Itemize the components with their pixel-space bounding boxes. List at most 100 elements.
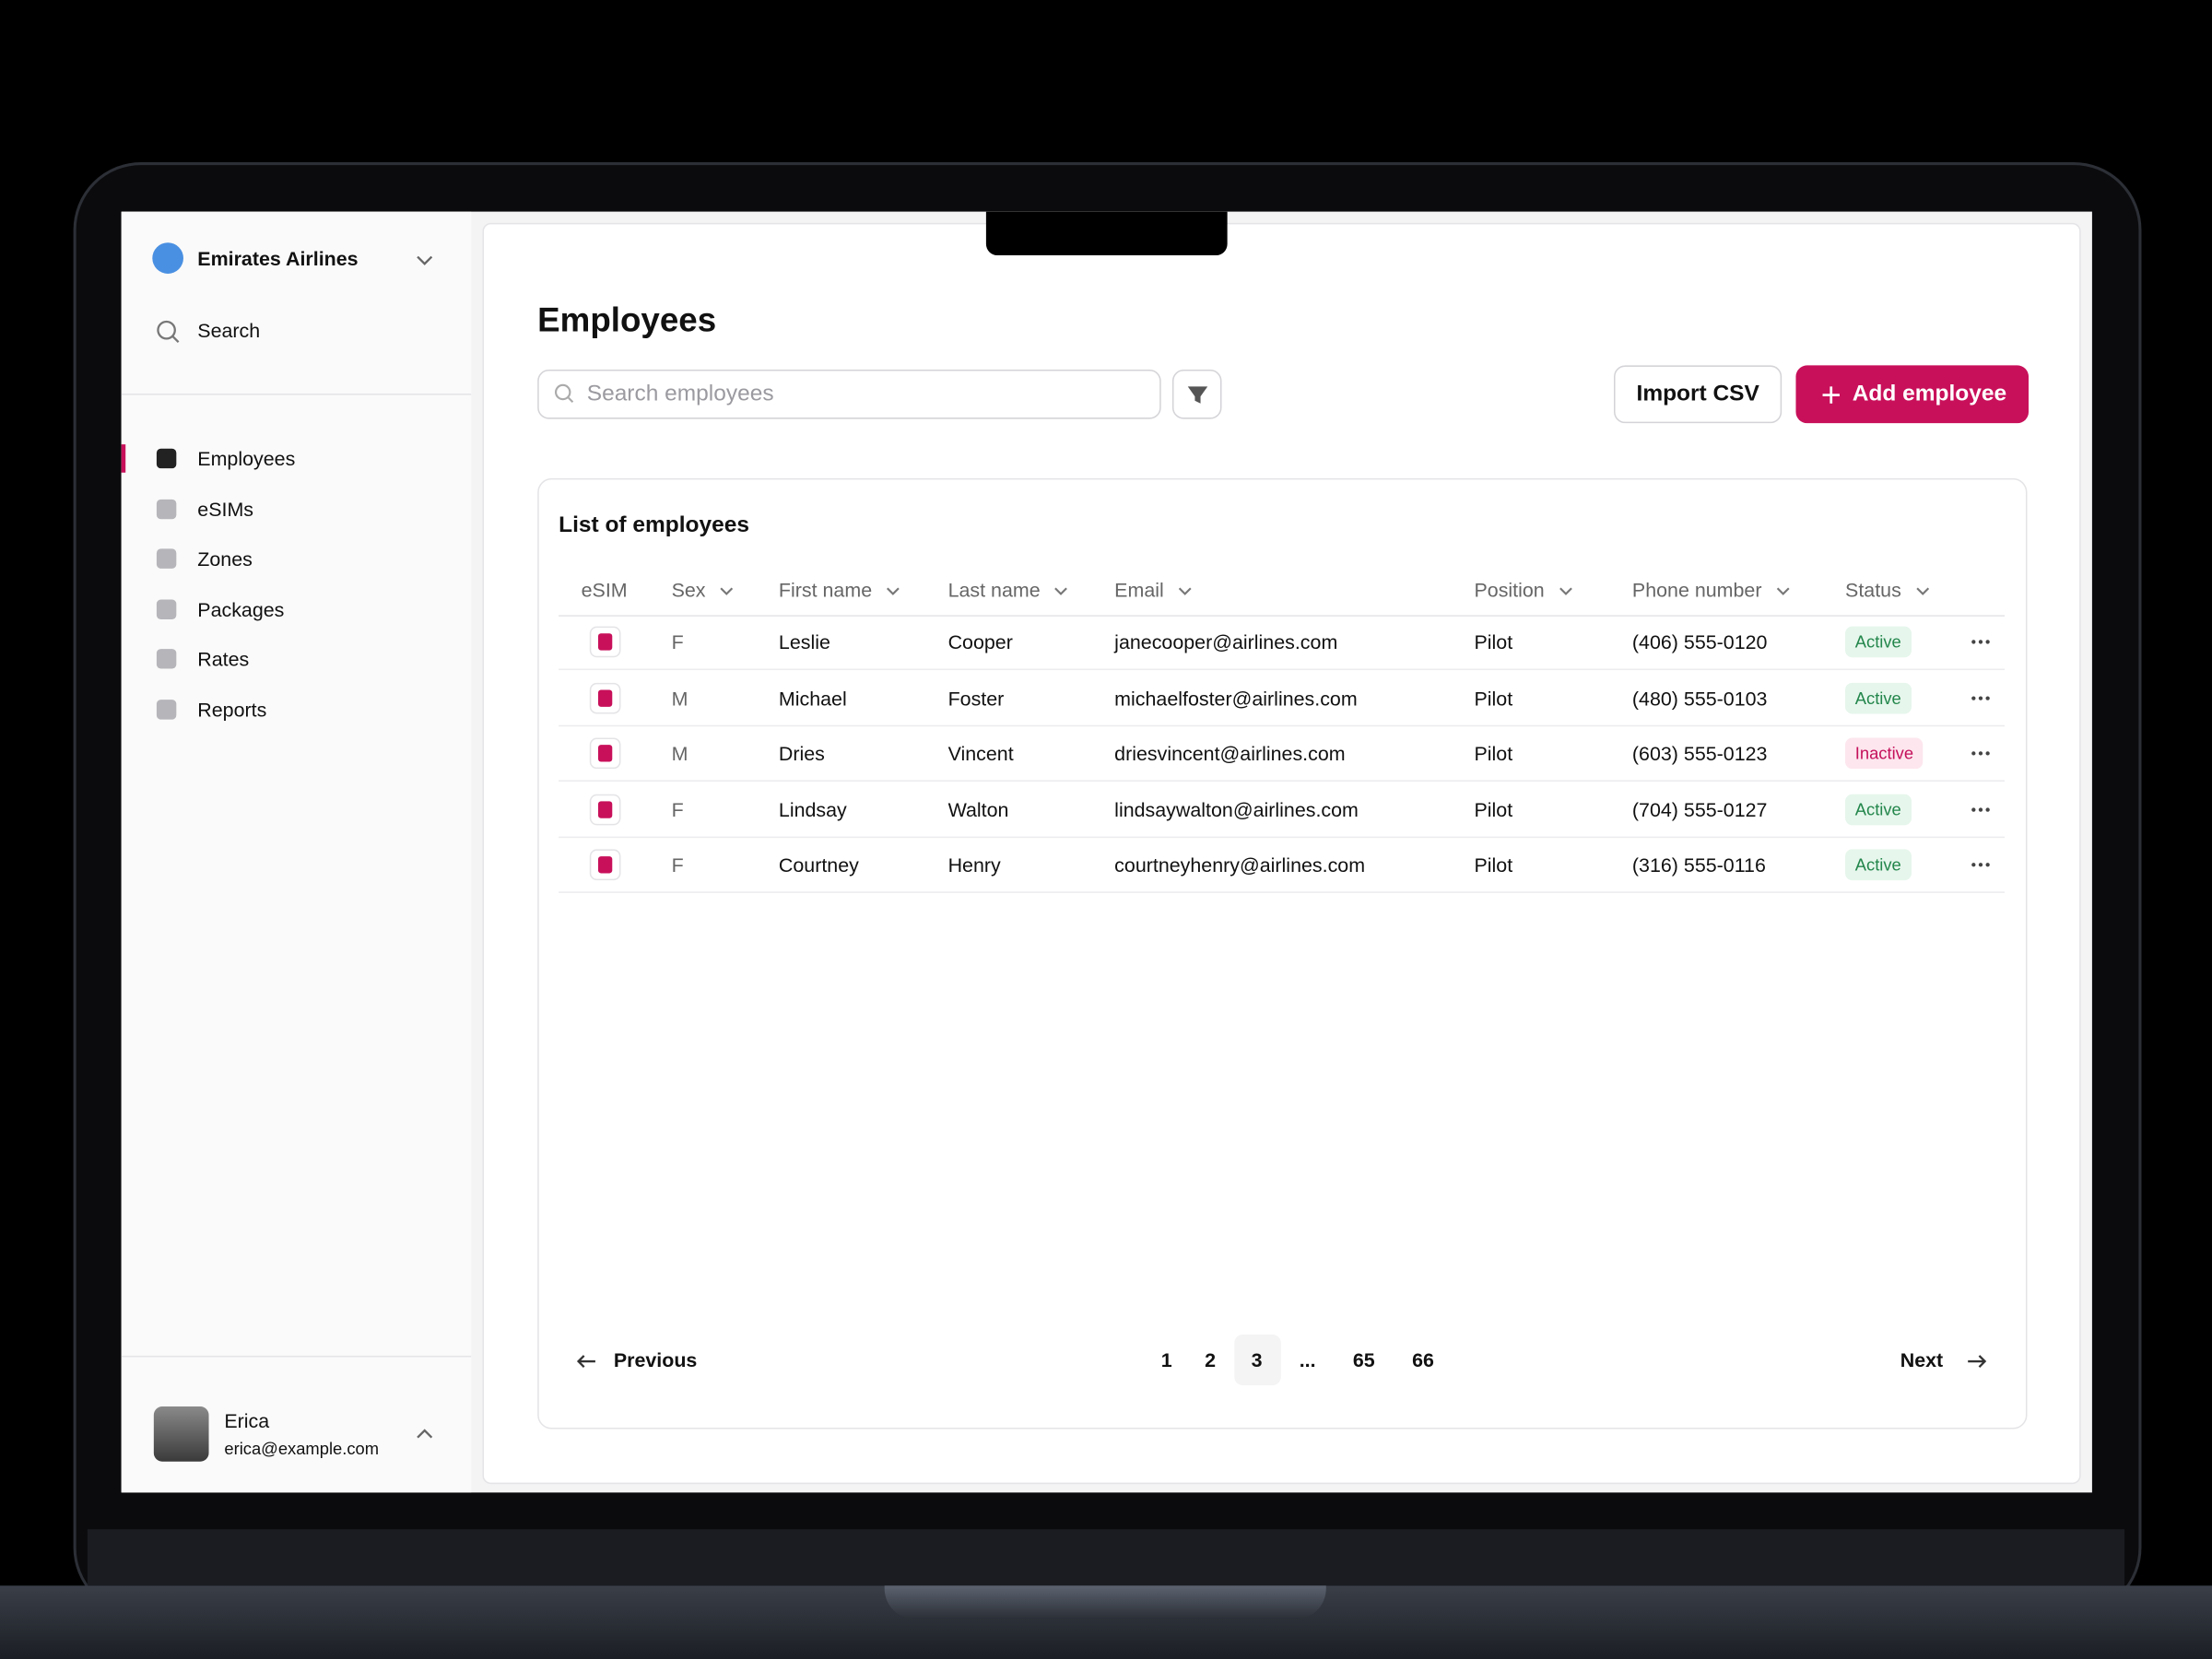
row-menu[interactable] bbox=[1967, 684, 1995, 712]
nav-icon-glyph bbox=[156, 548, 177, 569]
page-number[interactable]: ... bbox=[1299, 1348, 1316, 1371]
column-header[interactable]: Email bbox=[1114, 578, 1164, 602]
nav-icon-glyph bbox=[156, 599, 177, 619]
sidebar-divider bbox=[121, 394, 472, 395]
cell: Henry bbox=[947, 853, 1001, 877]
status-badge: Active bbox=[1845, 626, 1912, 658]
cell: Courtney bbox=[778, 853, 859, 877]
filter-icon bbox=[1183, 381, 1212, 409]
next-arrow[interactable] bbox=[1962, 1347, 1991, 1376]
column-header[interactable]: Sex bbox=[671, 578, 706, 602]
search-box-icon-glyph bbox=[554, 383, 574, 403]
status-badge: Active bbox=[1845, 682, 1912, 713]
sidebar-search[interactable]: Search bbox=[197, 318, 261, 342]
cell: F bbox=[671, 630, 684, 653]
column-header[interactable]: Position bbox=[1474, 578, 1545, 602]
nav-active-indicator bbox=[121, 444, 126, 473]
prev-arrow-glyph bbox=[576, 1355, 595, 1368]
nav-item[interactable]: Zones bbox=[197, 547, 253, 571]
page-number[interactable]: 1 bbox=[1160, 1348, 1172, 1371]
user-avatar bbox=[153, 1406, 209, 1462]
column-header: eSIM bbox=[581, 578, 628, 602]
org-chevron[interactable] bbox=[410, 245, 439, 274]
row-rule bbox=[559, 780, 2005, 782]
row-menu-glyph bbox=[1971, 806, 1990, 811]
add-plus-glyph bbox=[1822, 386, 1840, 404]
nav-icon-glyph bbox=[156, 649, 177, 669]
esim-glyph bbox=[597, 856, 613, 874]
page-number[interactable]: 66 bbox=[1412, 1348, 1434, 1371]
nav-item[interactable]: Reports bbox=[197, 698, 267, 722]
sort-chevron[interactable] bbox=[879, 577, 908, 606]
nav-icon bbox=[152, 595, 181, 624]
cell: Vincent bbox=[947, 742, 1014, 765]
filter-icon-glyph bbox=[1187, 386, 1208, 404]
row-menu-glyph bbox=[1971, 640, 1990, 644]
column-header[interactable]: Status bbox=[1845, 578, 1901, 602]
next-button[interactable]: Next bbox=[1900, 1348, 1944, 1371]
row-menu[interactable] bbox=[1967, 851, 1995, 879]
sort-chevron-glyph bbox=[1776, 587, 1790, 595]
column-header[interactable]: First name bbox=[778, 578, 873, 602]
page-number[interactable]: 65 bbox=[1352, 1348, 1375, 1371]
import-button[interactable] bbox=[1614, 365, 1783, 424]
header-rule bbox=[559, 615, 2005, 617]
current-page-bg bbox=[1234, 1334, 1281, 1386]
nav-item[interactable]: Packages bbox=[197, 597, 285, 621]
add-plus bbox=[1817, 381, 1845, 409]
column-header[interactable]: Phone number bbox=[1631, 578, 1762, 602]
cell: (316) 555-0116 bbox=[1631, 853, 1766, 877]
nav-item[interactable]: Employees bbox=[197, 447, 296, 470]
cell: Dries bbox=[778, 742, 825, 765]
row-menu[interactable] bbox=[1967, 739, 1995, 768]
sort-chevron[interactable] bbox=[1769, 577, 1797, 606]
sort-chevron[interactable] bbox=[1909, 577, 1937, 606]
cell: janecooper@airlines.com bbox=[1114, 630, 1338, 653]
cell: Pilot bbox=[1474, 742, 1513, 765]
cell: M bbox=[671, 742, 688, 765]
row-rule bbox=[559, 724, 2005, 726]
sort-chevron[interactable] bbox=[712, 577, 741, 606]
sort-chevron[interactable] bbox=[1171, 577, 1199, 606]
table-card bbox=[537, 477, 2028, 1430]
row-rule bbox=[559, 668, 2005, 671]
user-name[interactable]: Erica bbox=[224, 1409, 270, 1432]
sort-chevron[interactable] bbox=[1047, 577, 1076, 606]
cell: F bbox=[671, 853, 684, 877]
search-icon bbox=[154, 317, 182, 346]
cell: F bbox=[671, 797, 684, 821]
camera-notch bbox=[985, 211, 1228, 256]
nav-icon bbox=[152, 444, 181, 473]
nav-icon-glyph bbox=[156, 448, 177, 469]
column-header[interactable]: Last name bbox=[947, 578, 1041, 602]
nav-item[interactable]: Rates bbox=[197, 647, 250, 671]
row-rule bbox=[559, 835, 2005, 838]
page-number[interactable]: 2 bbox=[1205, 1348, 1217, 1371]
sort-chevron-glyph bbox=[720, 587, 734, 595]
cell: (480) 555-0103 bbox=[1631, 686, 1768, 710]
laptop-hinge bbox=[87, 1529, 2125, 1586]
nav-item[interactable]: eSIMs bbox=[197, 498, 254, 521]
cell: courtneyhenry@airlines.com bbox=[1114, 853, 1366, 877]
esim-glyph bbox=[597, 633, 613, 651]
row-menu[interactable] bbox=[1967, 794, 1995, 823]
esim-glyph bbox=[597, 800, 613, 818]
laptop-notch bbox=[884, 1585, 1326, 1620]
sort-chevron-glyph bbox=[1054, 587, 1067, 595]
page-number[interactable]: 3 bbox=[1251, 1348, 1263, 1371]
cell: michaelfoster@airlines.com bbox=[1114, 686, 1358, 710]
nav-icon bbox=[152, 696, 181, 724]
search-box[interactable] bbox=[537, 370, 1161, 419]
row-menu[interactable] bbox=[1967, 628, 1995, 656]
prev-arrow[interactable] bbox=[572, 1347, 601, 1376]
cell: Leslie bbox=[778, 630, 830, 653]
status-badge: Inactive bbox=[1845, 737, 1924, 770]
org-logo bbox=[152, 242, 183, 274]
previous-button[interactable]: Previous bbox=[613, 1348, 698, 1371]
user-chevron[interactable] bbox=[410, 1420, 439, 1449]
sort-chevron[interactable] bbox=[1552, 577, 1581, 606]
cell: Foster bbox=[947, 686, 1005, 710]
sort-chevron-glyph bbox=[1178, 587, 1192, 595]
import-label: Import CSV bbox=[1636, 382, 1759, 406]
org-name[interactable]: Emirates Airlines bbox=[197, 246, 359, 270]
